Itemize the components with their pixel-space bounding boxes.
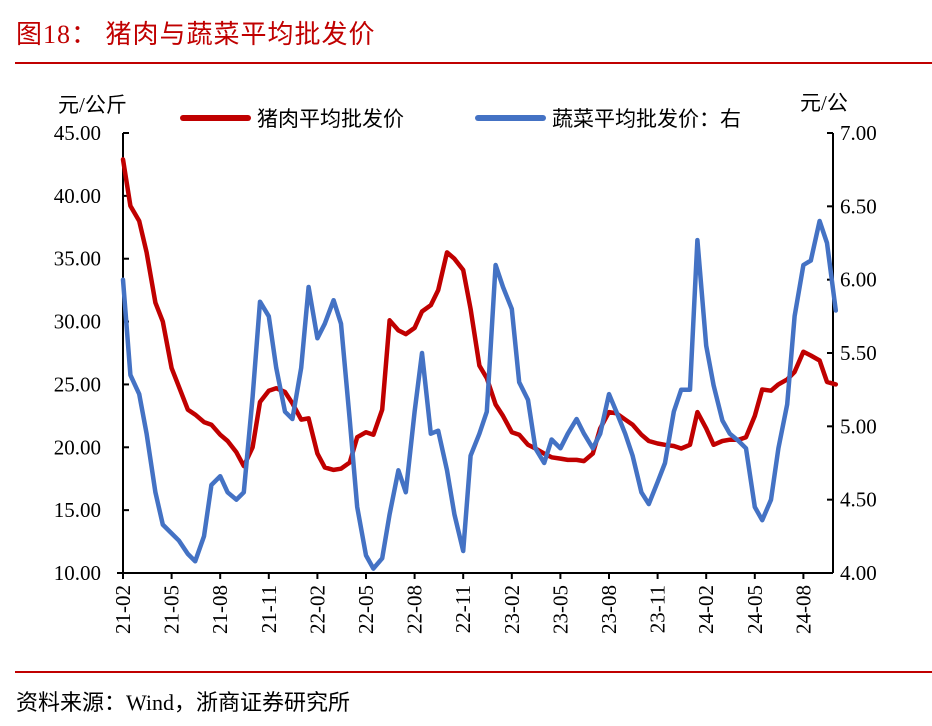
x-tick-label: 23-08 [597,585,621,634]
right-tick-label: 5.50 [840,341,877,365]
x-tick-label: 24-05 [743,585,767,634]
vegetable-price-line [120,218,839,571]
x-tick-label: 21-05 [160,585,184,634]
right-tick-label: 4.50 [840,488,877,512]
left-axis-unit: 元/公斤 [58,93,127,117]
x-tick-label: 21-08 [208,585,232,634]
source-note: 资料来源：Wind，浙商证券研究所 [16,690,350,715]
x-tick-label: 22-08 [403,585,427,634]
top-divider [15,62,932,64]
legend: 猪肉平均批发价 蔬菜平均批发价：右 [180,107,741,131]
x-tick-label: 21-02 [111,585,135,634]
x-tick-label: 22-05 [354,585,378,634]
left-tick-label: 15.00 [54,498,101,522]
x-tick-label: 23-11 [646,585,670,633]
left-tick-label: 10.00 [54,561,101,585]
x-tick-label: 21-11 [257,585,281,633]
x-tick-label: 22-11 [451,585,475,633]
x-tick-label: 22-02 [305,585,329,634]
right-tick-label: 6.00 [840,268,877,292]
right-tick-label: 7.00 [840,121,877,145]
left-tick-label: 40.00 [54,184,101,208]
left-tick-label: 35.00 [54,247,101,271]
x-tick-label: 23-05 [548,585,572,634]
left-tick-label: 20.00 [54,435,101,459]
bottom-divider [15,671,932,673]
x-tick-label: 24-08 [791,585,815,634]
right-tick-label: 6.50 [840,194,877,218]
right-tick-label: 5.00 [840,414,877,438]
left-tick-label: 25.00 [54,372,101,396]
right-axis-unit: 元/公 [800,91,848,115]
legend-label-pork: 猪肉平均批发价 [257,107,404,131]
legend-label-vegetable: 蔬菜平均批发价：右 [552,107,741,131]
left-tick-label: 45.00 [54,121,101,145]
pork-price-line [120,157,839,473]
left-tick-label: 30.00 [54,310,101,334]
right-tick-label: 4.00 [840,561,877,585]
x-tick-label: 23-02 [500,585,524,634]
x-tick-label: 24-02 [694,585,718,634]
figure-title: 图18： 猪肉与蔬菜平均批发价 [16,20,376,49]
